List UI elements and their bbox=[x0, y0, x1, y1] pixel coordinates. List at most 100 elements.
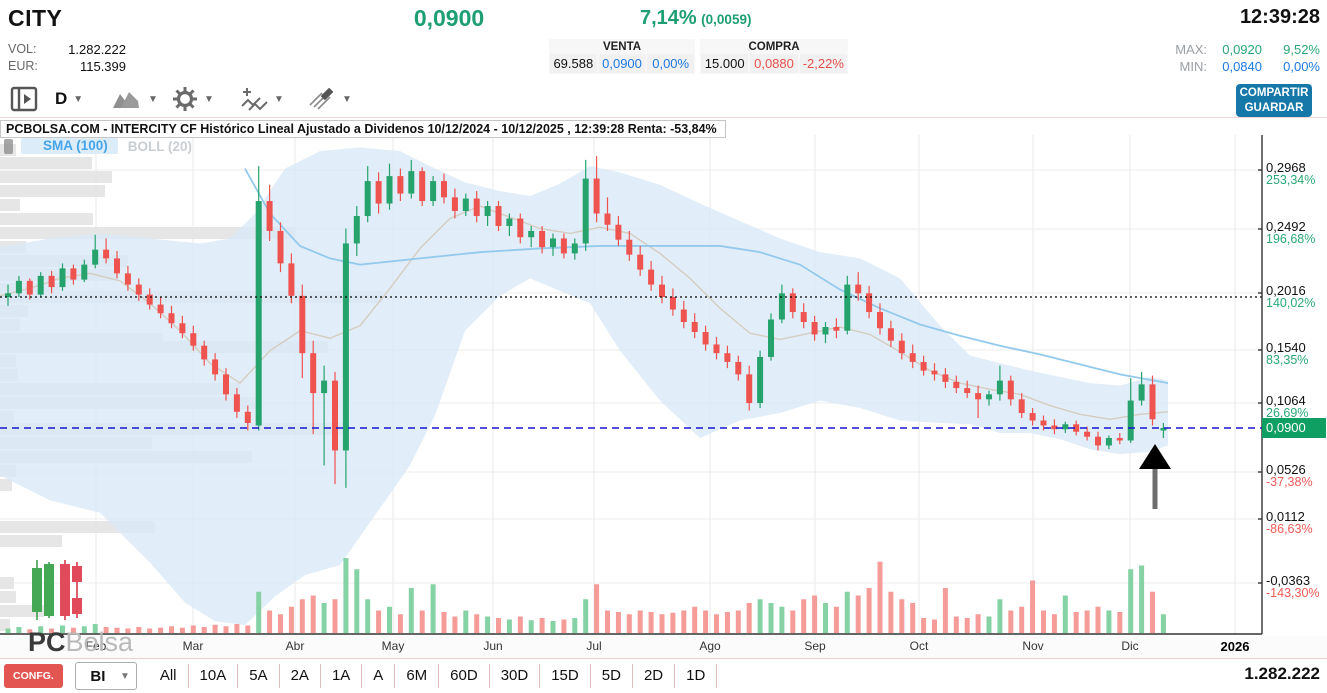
indicators-dropdown[interactable]: ▼ bbox=[240, 80, 284, 118]
candle bbox=[332, 380, 338, 451]
change-absolute: (0,0059) bbox=[701, 12, 752, 27]
range-button-2D[interactable]: 2D bbox=[633, 664, 676, 688]
range-button-2A[interactable]: 2A bbox=[280, 664, 321, 688]
volume-bar bbox=[408, 588, 414, 633]
candle bbox=[299, 295, 306, 354]
volume-bar bbox=[888, 591, 894, 633]
clock: 12:39:28 bbox=[1239, 6, 1320, 28]
venta-header: VENTA bbox=[602, 41, 642, 53]
time-axis[interactable]: Feb Mar Abr May Jun Jul Ago Sep Oct Nov Dic 2026 bbox=[0, 636, 1327, 658]
candle bbox=[768, 319, 774, 357]
chart-title: PCBOLSA.COM - INTERCITY CF Histórico Lin… bbox=[0, 120, 726, 138]
volume-bar bbox=[692, 606, 698, 633]
volume-bar bbox=[179, 627, 185, 633]
legend-boll[interactable]: BOLL (20) bbox=[127, 138, 193, 154]
range-button-60D[interactable]: 60D bbox=[439, 664, 490, 688]
volume-bar bbox=[376, 610, 382, 633]
price-chart[interactable] bbox=[0, 135, 1327, 658]
min-label: MIN: bbox=[1179, 59, 1207, 74]
range-button-10A[interactable]: 10A bbox=[189, 664, 239, 688]
candle bbox=[15, 280, 22, 294]
range-button-All[interactable]: All bbox=[149, 664, 189, 688]
volume-profile-bar bbox=[0, 619, 10, 631]
footer-volume: 1.282.222 bbox=[1244, 664, 1320, 683]
range-button-1D[interactable]: 1D bbox=[675, 664, 718, 688]
volume-bar bbox=[659, 614, 665, 633]
candle bbox=[877, 312, 883, 329]
volume-bar bbox=[1150, 591, 1155, 633]
candle bbox=[953, 381, 960, 389]
candle bbox=[550, 238, 556, 248]
candle bbox=[1062, 424, 1069, 430]
volume-bar bbox=[768, 603, 774, 633]
share-save-button[interactable]: COMPARTIR GUARDAR bbox=[1236, 84, 1312, 117]
candle bbox=[1116, 437, 1123, 441]
candle bbox=[517, 218, 524, 238]
range-button-A[interactable]: A bbox=[362, 664, 396, 688]
candle bbox=[844, 284, 851, 331]
range-button-5A[interactable]: 5A bbox=[238, 664, 280, 688]
volume-bar bbox=[550, 621, 556, 633]
volume-bar bbox=[256, 591, 262, 633]
volume-bar bbox=[855, 595, 861, 633]
month-label: Abr bbox=[285, 639, 305, 653]
draw-tools-dropdown[interactable]: ▼ bbox=[308, 80, 352, 118]
range-button-5D[interactable]: 5D bbox=[591, 664, 633, 688]
candle bbox=[986, 394, 992, 400]
up-arrow-annotation bbox=[1139, 444, 1171, 469]
volume-bar bbox=[463, 610, 469, 633]
range-button-1A[interactable]: 1A bbox=[321, 664, 363, 688]
price-axis-label: 0,2492 196,68% bbox=[1266, 219, 1316, 246]
footer-interval-select[interactable]: BI ▼ bbox=[74, 662, 137, 690]
candle bbox=[1040, 420, 1047, 426]
candle bbox=[887, 328, 894, 341]
legend-sma[interactable]: SMA (100) bbox=[21, 138, 118, 154]
candle bbox=[462, 198, 469, 212]
volume-bar bbox=[1041, 610, 1046, 633]
interval-dropdown[interactable]: D ▼ bbox=[55, 80, 83, 118]
volume-bar bbox=[681, 610, 687, 633]
settings-dropdown[interactable]: ▼ bbox=[172, 80, 214, 118]
volume-bar bbox=[583, 599, 589, 633]
footer-interval-value: BI bbox=[90, 667, 106, 685]
candle bbox=[1105, 437, 1112, 446]
max-value: 0,0920 bbox=[1222, 42, 1262, 57]
candle bbox=[81, 264, 88, 280]
candle bbox=[70, 268, 77, 280]
candle bbox=[528, 230, 535, 238]
candle bbox=[190, 333, 197, 346]
ticker-symbol: CITY bbox=[8, 5, 63, 31]
compra-header: COMPRA bbox=[748, 41, 800, 53]
config-button[interactable]: CONFG. bbox=[4, 664, 63, 688]
candle bbox=[451, 197, 458, 212]
candle bbox=[135, 284, 142, 295]
range-button-6M[interactable]: 6M bbox=[395, 664, 440, 688]
range-button-30D[interactable]: 30D bbox=[490, 664, 541, 688]
pencil-draw-icon bbox=[309, 88, 333, 110]
candle bbox=[648, 269, 655, 285]
volume-bar bbox=[5, 628, 11, 633]
candle bbox=[419, 171, 426, 202]
candle bbox=[691, 322, 698, 332]
chart-type-dropdown[interactable]: ▼ bbox=[112, 80, 158, 118]
volume-bar bbox=[703, 610, 709, 633]
volume-bar bbox=[670, 612, 676, 633]
candle bbox=[920, 361, 927, 371]
month-label: Sep bbox=[804, 639, 826, 653]
range-buttons: All 10A 5A 2A 1A A 6M 60D 30D 15D 5D 2D 1D bbox=[149, 663, 718, 689]
candle bbox=[244, 411, 251, 424]
legend-grip-icon[interactable] bbox=[4, 138, 13, 154]
volume-bar bbox=[975, 614, 981, 633]
range-button-15D[interactable]: 15D bbox=[540, 664, 591, 688]
price-axis-label: 0,0112 -86,63% bbox=[1266, 509, 1313, 536]
volume-bar bbox=[299, 599, 305, 633]
volume-bar bbox=[561, 619, 567, 633]
panel-toggle-button[interactable] bbox=[10, 80, 38, 118]
volume-bar bbox=[953, 616, 959, 633]
max-label: MAX: bbox=[1175, 42, 1207, 57]
volume-bar bbox=[844, 591, 850, 633]
candle bbox=[430, 181, 437, 202]
area-chart-icon bbox=[113, 92, 139, 108]
price-axis-label: 0,2016 140,02% bbox=[1266, 283, 1316, 310]
candle bbox=[397, 176, 404, 194]
